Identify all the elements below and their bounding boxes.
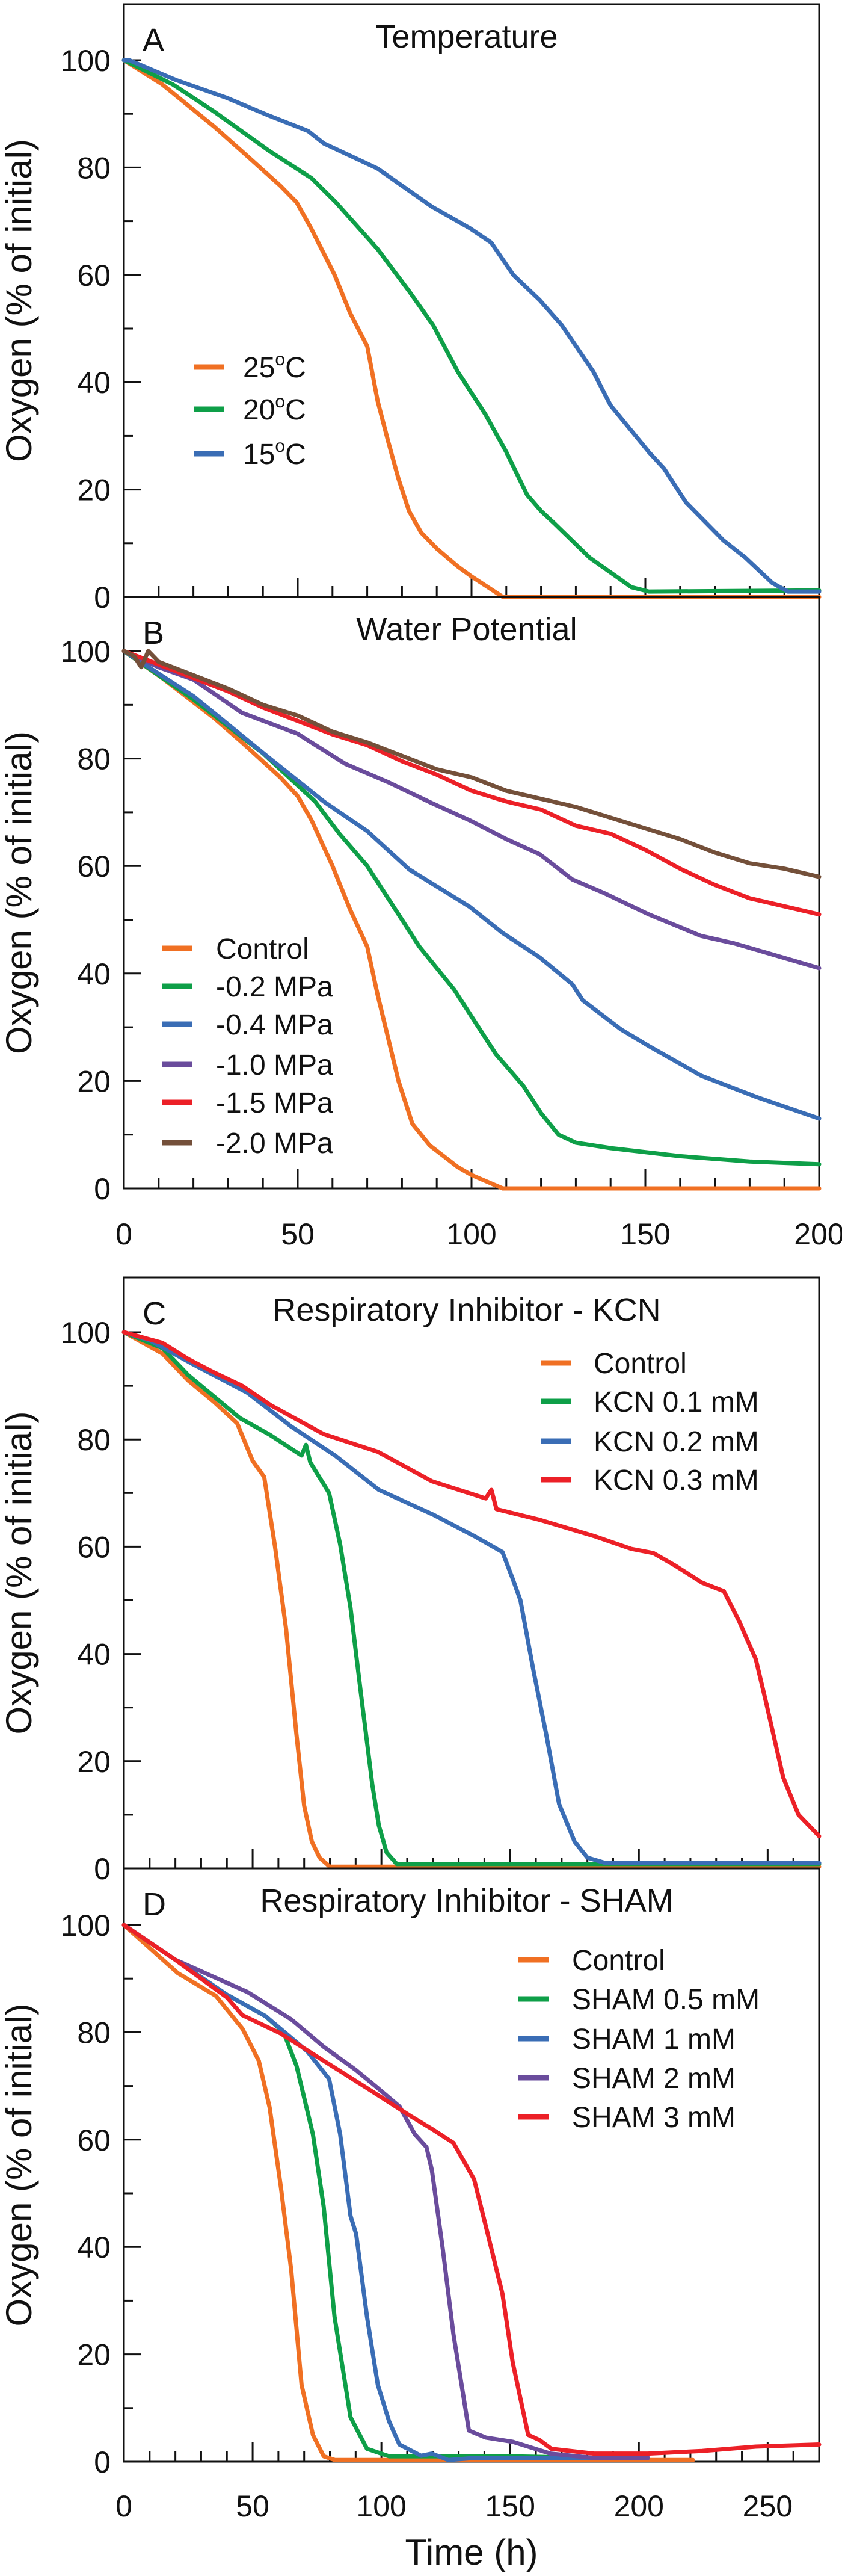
series-line — [121, 1923, 650, 2462]
series-line — [121, 649, 822, 879]
x-tick-label: 150 — [620, 1217, 670, 1251]
legend-label: 20oC — [243, 392, 306, 426]
series-line — [121, 1330, 822, 1838]
y-axis-title: Oxygen (% of initial) — [0, 731, 39, 1054]
legend-label: -1.0 MPa — [216, 1049, 333, 1081]
legend-label: 25oC — [243, 350, 306, 384]
x-tick-label: 200 — [794, 1217, 842, 1251]
x-tick-label: 0 — [115, 1217, 132, 1251]
y-tick-label: 40 — [77, 957, 111, 991]
y-tick-label: 20 — [77, 2338, 111, 2372]
y-tick-label: 0 — [94, 1852, 111, 1886]
legend-label: SHAM 1 mM — [572, 2024, 736, 2056]
panel-a: 0 20 40 60 80 100 Oxygen (% of initial) A Temper… — [0, 3, 822, 614]
y-tick-label: 60 — [77, 2124, 111, 2157]
x-tick-label: 50 — [281, 1217, 315, 1251]
y-tick-label: 80 — [77, 743, 111, 776]
y-tick-label: 100 — [61, 1909, 111, 1942]
x-tick-label: 150 — [485, 2489, 535, 2523]
y-tick-label: 100 — [61, 44, 111, 78]
plot-frame — [123, 3, 820, 598]
legend-label: KCN 0.2 mM — [594, 1426, 759, 1458]
panel-title: Respiratory Inhibitor - KCN — [272, 1292, 660, 1328]
x-tick-label: 100 — [446, 1217, 496, 1251]
y-tick-label: 100 — [61, 1316, 111, 1350]
series-line — [121, 1923, 822, 2456]
y-axis-title: Oxygen (% of initial) — [0, 139, 39, 462]
panel-title: Water Potential — [356, 611, 577, 647]
y-tick-label: 0 — [94, 581, 111, 614]
legend-label: KCN 0.1 mM — [594, 1386, 759, 1418]
legend-label: -1.5 MPa — [216, 1087, 333, 1119]
y-tick-label: 80 — [77, 1423, 111, 1457]
y-tick-label: 60 — [77, 850, 111, 883]
series-line — [121, 649, 822, 1191]
series-line — [121, 1923, 595, 2460]
y-tick-label: 20 — [77, 1064, 111, 1098]
legend-label: Control — [572, 1945, 665, 1977]
series-line — [121, 58, 822, 599]
x-tick-label: 250 — [743, 2489, 793, 2523]
series-line — [121, 1923, 695, 2462]
legend-label: SHAM 2 mM — [572, 2063, 736, 2095]
y-tick-label: 0 — [94, 1172, 111, 1206]
y-tick-label: 40 — [77, 2231, 111, 2264]
x-tick-label: 200 — [614, 2489, 664, 2523]
series-line — [121, 1330, 822, 1867]
x-tick-label: 0 — [115, 2489, 132, 2523]
panel-d: 0 20 40 60 80 100 0 50 100 150 200 250 Oxygen (% of … — [0, 1867, 822, 2523]
legend-label: 15oC — [243, 436, 306, 471]
series-line — [121, 1330, 822, 1865]
y-tick-label: 60 — [77, 259, 111, 292]
series-line — [121, 649, 822, 1121]
y-tick-label: 80 — [77, 151, 111, 185]
legend-label: -0.2 MPa — [216, 971, 333, 1003]
legend-label: Control — [216, 933, 309, 965]
panel-b: 0 20 40 60 80 100 0 50 100 150 200 Oxygen (% of ini… — [0, 596, 842, 1251]
legend-label: -2.0 MPa — [216, 1128, 333, 1160]
panel-letter: D — [143, 1886, 166, 1923]
y-tick-label: 40 — [77, 1638, 111, 1672]
panel-title: Respiratory Inhibitor - SHAM — [260, 1883, 673, 1919]
y-axis-title: Oxygen (% of initial) — [0, 1412, 39, 1735]
y-tick-label: 0 — [94, 2445, 111, 2479]
series-line — [121, 649, 822, 971]
legend-label: SHAM 0.5 mM — [572, 1984, 760, 2016]
legend-label: Control — [594, 1348, 687, 1380]
plot-frame — [123, 1276, 820, 1870]
series-line — [121, 1330, 822, 1869]
x-tick-label: 100 — [356, 2489, 406, 2523]
x-tick-label: 50 — [236, 2489, 269, 2523]
series-line — [121, 1923, 650, 2460]
y-tick-label: 80 — [77, 2016, 111, 2049]
y-tick-label: 20 — [77, 1745, 111, 1779]
y-tick-label: 40 — [77, 366, 111, 400]
series-line — [121, 649, 822, 917]
series-line — [121, 649, 822, 1167]
y-tick-label: 20 — [77, 474, 111, 507]
panel-letter: B — [143, 615, 164, 651]
plot-frame — [123, 1867, 820, 2463]
panel-letter: A — [143, 22, 164, 58]
y-tick-label: 100 — [61, 635, 111, 669]
y-axis-title: Oxygen (% of initial) — [0, 2004, 39, 2327]
panel-c: 0 20 40 60 80 100 Oxygen (% of initial) C Respir… — [0, 1276, 822, 1886]
x-axis-title: Time (h) — [405, 2532, 538, 2572]
panel-letter: C — [143, 1296, 166, 1332]
legend-label: KCN 0.3 mM — [594, 1465, 759, 1496]
series-line — [121, 58, 822, 594]
y-tick-label: 60 — [77, 1530, 111, 1564]
legend-label: SHAM 3 mM — [572, 2102, 736, 2134]
legend-label: -0.4 MPa — [216, 1009, 333, 1041]
panel-title: Temperature — [375, 19, 558, 55]
series-line — [121, 58, 822, 594]
